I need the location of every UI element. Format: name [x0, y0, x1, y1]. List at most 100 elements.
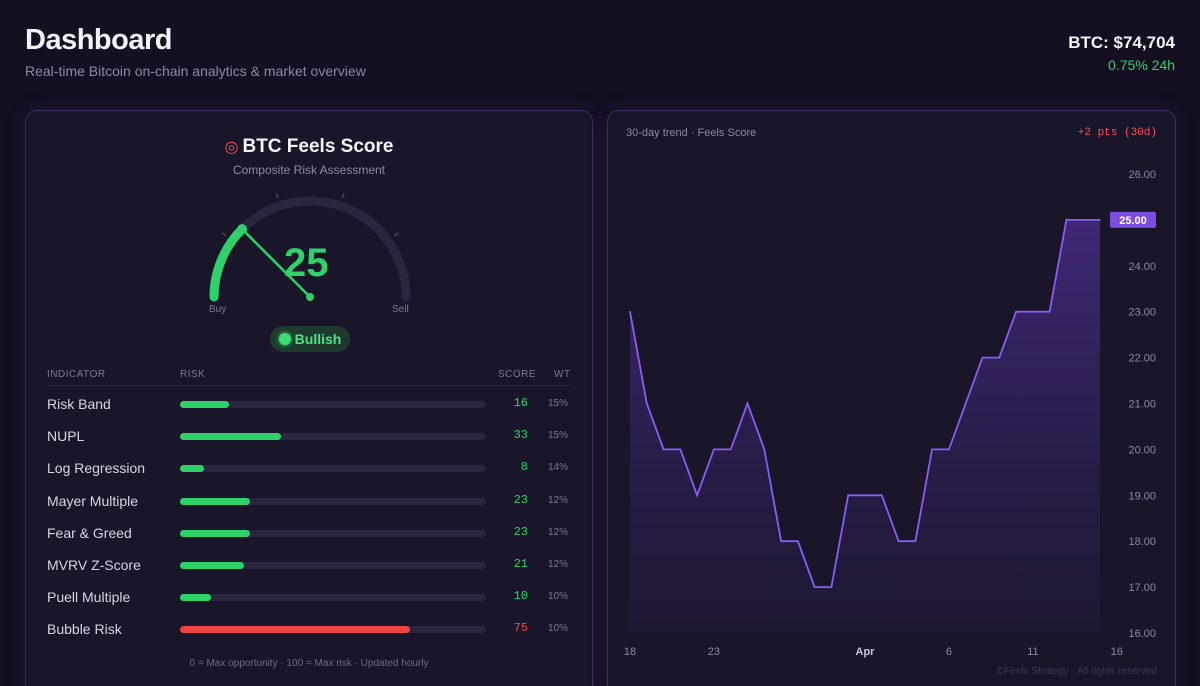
data-point [1048, 310, 1051, 313]
indicator-weight: 10% [548, 591, 569, 603]
indicator-weight: 12% [548, 559, 569, 570]
data-point [629, 310, 631, 313]
indicator-weight: 15% [548, 398, 569, 409]
indicator-score: 10 [513, 589, 528, 604]
data-point [713, 448, 715, 451]
score-title: BTC Feels Score [242, 136, 394, 157]
table-header: INDICATOR RISK SCORE WT [26, 369, 592, 385]
gauge-ticks [221, 193, 399, 237]
y-tick-label: 24.00 [1128, 261, 1156, 273]
data-point [729, 448, 732, 451]
score-subtitle: Composite Risk Assessment [232, 163, 386, 177]
data-point [780, 540, 782, 542]
dart-target-icon: ◎ [224, 139, 239, 156]
indicator-name: NUPL [47, 428, 85, 445]
last-value-badge [1110, 211, 1156, 228]
y-tick-label: 20.00 [1128, 444, 1156, 456]
gauge-tick [221, 232, 227, 237]
y-tick-label: 16.00 [1128, 628, 1156, 640]
data-point [1082, 219, 1084, 221]
gauge-sell-label: Sell [392, 304, 409, 315]
risk-bar-track [180, 401, 486, 408]
header-risk: RISK [180, 369, 206, 380]
indicator-weight: 10% [548, 623, 569, 635]
indicator-weight: 12% [548, 526, 569, 538]
data-point [1099, 219, 1101, 221]
trend-chart: 16.00 17.00 18.00 19.00 20.00 21.00 22.00 23.00… [624, 169, 1156, 658]
data-point [864, 494, 866, 497]
indicator-name: Puell Multiple [47, 589, 131, 606]
data-point [1065, 219, 1068, 221]
data-point [679, 448, 682, 451]
data-point [931, 448, 933, 451]
data-point [763, 448, 766, 451]
data-point [746, 402, 749, 405]
gauge-tick [393, 232, 399, 237]
indicator-name: Bubble Risk [47, 621, 122, 638]
risk-gauge [209, 193, 411, 302]
data-point [662, 448, 665, 451]
gauge-needle [241, 228, 311, 298]
indicator-score: 23 [513, 524, 528, 539]
y-tick-label: 17.00 [1128, 582, 1156, 594]
risk-bar-fill [180, 562, 245, 569]
header-wt: WT [554, 369, 571, 380]
table-row: Log Regression 8 14% [26, 457, 592, 481]
feels-score-panel: ◎ BTC Feels Score Composite Risk Assessme… [25, 110, 593, 686]
btc-price: BTC: $74,704 [1068, 33, 1175, 52]
table-divider [47, 385, 571, 386]
status-label: Bullish [294, 331, 342, 347]
x-tick-label: 23 [708, 646, 720, 658]
data-point [797, 540, 799, 542]
indicator-name: MVRV Z-Score [47, 557, 141, 573]
risk-bar-track [180, 594, 486, 602]
indicator-score: 33 [513, 428, 528, 443]
gauge-buy-label: Buy [209, 304, 227, 315]
x-tick-label: 16 [1111, 646, 1123, 658]
data-point [830, 586, 833, 588]
y-tick-label: 26.00 [1128, 169, 1156, 181]
risk-bar-track [180, 529, 486, 537]
data-point [813, 586, 816, 588]
indicator-score: 16 [513, 396, 528, 410]
indicator-weight: 14% [548, 462, 569, 474]
risk-bar-fill [180, 465, 205, 473]
indicator-weight: 12% [548, 494, 569, 506]
y-tick-label: 18.00 [1128, 536, 1156, 548]
risk-bar-track [180, 497, 486, 505]
gauge-fill [209, 224, 247, 302]
table-footnote: 0 = Max opportunity · 100 = Max risk · U… [189, 658, 429, 669]
risk-bar-fill [180, 594, 211, 602]
data-point [948, 448, 950, 451]
y-tick-label: 22.00 [1128, 353, 1156, 365]
data-point [1032, 310, 1034, 313]
risk-bar-fill [180, 529, 251, 537]
gauge-value: 25 [284, 241, 329, 285]
y-tick-label: 21.00 [1128, 399, 1156, 411]
risk-bar-fill [180, 626, 410, 634]
risk-bar-fill [180, 433, 281, 441]
risk-bar-track [180, 465, 486, 473]
series-area [630, 219, 1100, 633]
page-title: Dashboard [25, 24, 172, 56]
risk-bar-fill [180, 401, 229, 408]
data-point [981, 356, 984, 359]
table-row: Fear & Greed 23 12% [26, 522, 592, 546]
indicator-score: 23 [513, 492, 528, 507]
risk-bar-track [180, 433, 486, 441]
data-point [696, 494, 698, 497]
data-point [964, 402, 967, 405]
x-tick-label: Apr [856, 646, 876, 658]
table-row: Puell Multiple 10 10% [26, 586, 592, 610]
data-point [847, 494, 849, 497]
table-row: MVRV Z-Score 21 12% [26, 554, 592, 578]
data-point [897, 540, 900, 542]
data-point [914, 540, 917, 542]
score-title-wrap: ◎ BTC Feels Score [26, 136, 592, 158]
indicator-name: Mayer Multiple [47, 492, 139, 509]
indicator-score: 8 [520, 460, 528, 475]
risk-bar-fill [180, 497, 251, 505]
indicator-name: Log Regression [47, 460, 146, 477]
trend-panel: 30-day trend · Feels Score +2 pts (30d) … [607, 110, 1176, 686]
indicator-name: Risk Band [47, 396, 111, 412]
